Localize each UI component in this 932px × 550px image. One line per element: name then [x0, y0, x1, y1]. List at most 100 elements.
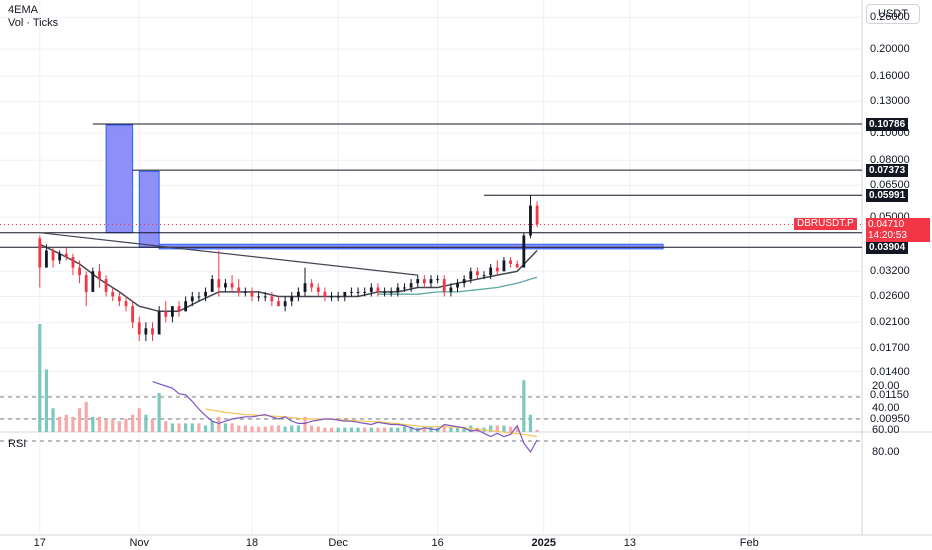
- volume-bar: [508, 426, 513, 432]
- price-tick-label: 0.16000: [870, 70, 910, 83]
- zone-box: [138, 170, 160, 248]
- volume-bar: [535, 429, 539, 432]
- candle-body: [124, 301, 128, 307]
- volume-bar: [336, 427, 340, 432]
- price-tick-label: 0.02600: [870, 290, 910, 303]
- rsi-tick-label: 20.00: [872, 380, 900, 392]
- last-price-tag: 0.04710 14:20:53: [866, 218, 930, 243]
- volume-bar: [177, 423, 181, 432]
- volume-bar: [77, 408, 82, 432]
- candle-body: [137, 322, 141, 335]
- candle-body: [323, 291, 327, 297]
- volume-bar: [310, 425, 314, 432]
- price-tick-label: 0.01700: [870, 341, 910, 354]
- volume-bar: [243, 425, 247, 432]
- candle-body: [409, 283, 413, 288]
- candle-body: [71, 257, 75, 268]
- volume-bar: [356, 427, 360, 432]
- candle-body: [489, 267, 493, 276]
- candle-body: [316, 287, 320, 292]
- price-level-tag: 0.05991: [866, 189, 909, 203]
- candle-body: [250, 291, 254, 297]
- volume-bar: [515, 427, 519, 432]
- candle-body: [529, 205, 532, 236]
- candle-body: [442, 279, 446, 292]
- candle-body: [482, 275, 486, 277]
- volume-bar: [409, 426, 413, 432]
- volume-bar: [283, 426, 287, 432]
- candle-body: [310, 283, 314, 288]
- volume-bar: [316, 426, 320, 432]
- rsi-tick-label: 60.00: [872, 424, 900, 436]
- candle-body: [356, 291, 360, 293]
- candle-body: [64, 253, 68, 258]
- candle-body: [495, 267, 499, 272]
- volume-bar: [217, 416, 221, 432]
- candle-body: [98, 271, 101, 280]
- volume-bar: [157, 393, 161, 432]
- time-tick-label: 2025: [531, 537, 556, 549]
- candle-body: [204, 291, 207, 297]
- volume-bar: [462, 427, 466, 432]
- candle-body: [429, 279, 433, 284]
- volume-bar: [329, 427, 334, 432]
- volume-bar: [349, 427, 354, 432]
- currency-button[interactable]: USDT: [866, 4, 920, 24]
- candle-body: [509, 260, 512, 264]
- candle-body: [177, 306, 181, 312]
- volume-bar: [495, 425, 499, 432]
- price-tick-label: 0.06500: [870, 179, 910, 192]
- zone-box: [158, 243, 664, 250]
- candle-body: [422, 279, 426, 284]
- time-tick-label: Dec: [328, 537, 348, 549]
- candle-body: [502, 260, 506, 272]
- price-tick-label: 0.26000: [870, 11, 910, 24]
- price-tick-label: 0.01150: [870, 389, 909, 402]
- volume-bar: [230, 423, 234, 432]
- candle-body: [78, 267, 81, 276]
- candle-body: [117, 296, 121, 302]
- volume-bar: [343, 427, 347, 432]
- volume-bar: [502, 425, 506, 432]
- rsi-tick-label: 40.00: [872, 402, 900, 414]
- candle-body: [343, 291, 347, 297]
- volume-bar: [522, 380, 526, 432]
- volume-bar: [455, 427, 460, 432]
- volume-bar: [58, 416, 62, 432]
- candle-body: [84, 275, 88, 292]
- volume-bar: [64, 414, 68, 432]
- candle-body: [210, 279, 214, 292]
- candle-body: [157, 311, 161, 335]
- candle-body: [336, 296, 340, 298]
- volume-bar: [84, 401, 88, 432]
- candle-body: [330, 296, 333, 298]
- time-tick-label: 17: [33, 537, 46, 549]
- candle-body: [535, 205, 539, 225]
- time-tick-label: 18: [245, 537, 259, 549]
- candle-body: [389, 291, 393, 293]
- volume-bar: [91, 416, 95, 432]
- candle-body: [131, 306, 135, 323]
- volume-bar: [184, 423, 188, 432]
- candle-body: [45, 250, 48, 268]
- volume-bar: [396, 427, 400, 432]
- countdown: 14:20:53: [868, 230, 907, 242]
- volume-bar: [190, 423, 194, 432]
- volume-bar: [237, 425, 241, 432]
- price-level-tag: 0.10786: [866, 118, 909, 131]
- volume-bar: [111, 419, 115, 432]
- volume-bar: [150, 419, 155, 432]
- candle-body: [217, 279, 221, 288]
- candle-body: [383, 291, 386, 293]
- time-tick-label: 13: [623, 537, 637, 549]
- candle-body: [91, 271, 95, 292]
- candle-body: [283, 301, 287, 307]
- price-level-tag: 0.03904: [866, 241, 909, 255]
- candle-body: [230, 283, 234, 288]
- candle-body: [111, 291, 115, 297]
- price-tick-label: 0.13000: [870, 95, 910, 108]
- volume-bar: [449, 427, 453, 432]
- time-tick-label: 16: [431, 537, 444, 549]
- volume-bar: [203, 425, 208, 432]
